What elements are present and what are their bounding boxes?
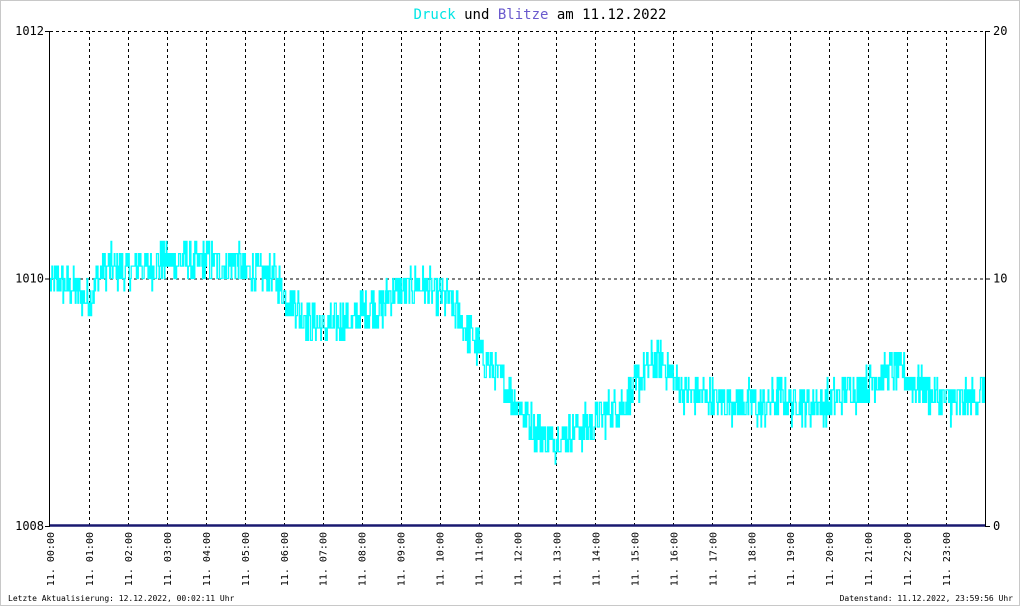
chart-title-part-3: am 11.12.2022 xyxy=(548,7,666,23)
x-tick-label-17: 11. 17:00 xyxy=(708,532,719,586)
y-right-tick-label-0: 0 xyxy=(993,519,1000,533)
x-tick-label-18: 11. 18:00 xyxy=(747,532,758,586)
x-tick-label-0: 11. 00:00 xyxy=(46,532,57,586)
x-tick-label-22: 11. 22:00 xyxy=(903,532,914,586)
x-tick-label-15: 11. 15:00 xyxy=(630,532,641,586)
x-tick-label-2: 11. 02:00 xyxy=(124,532,135,586)
x-tick-label-16: 11. 16:00 xyxy=(669,532,680,586)
x-tick-label-13: 11. 13:00 xyxy=(553,532,564,586)
footer-right: Datenstand: 11.12.2022, 23:59:56 Uhr xyxy=(840,594,1014,603)
x-tick-label-14: 11. 14:00 xyxy=(591,532,602,586)
x-tick-label-12: 11. 12:00 xyxy=(514,532,525,586)
chart-title-part-2: Blitze xyxy=(498,7,549,23)
y-left-tick-label-1: 1010 xyxy=(15,272,44,286)
x-tick-label-19: 11. 19:00 xyxy=(786,532,797,586)
x-tick-label-6: 11. 06:00 xyxy=(280,532,291,586)
x-tick-label-1: 11. 01:00 xyxy=(85,532,96,586)
chart-title: Druck und Blitze am 11.12.2022 xyxy=(414,7,667,23)
series-line-druck xyxy=(49,240,986,465)
chart-title-part-1: und xyxy=(456,7,498,23)
series-layer xyxy=(49,240,986,527)
y-left-tick-label-2: 1012 xyxy=(15,24,44,38)
tick-label-layer: 1008 1010 1012 0 10 20 11. 00:00 11. 01:00 11. 0… xyxy=(15,24,1007,586)
x-tick-label-9: 11. 09:00 xyxy=(397,532,408,586)
footer-left: Letzte Aktualisierung: 12.12.2022, 00:02… xyxy=(8,594,235,603)
x-tick-label-10: 11. 10:00 xyxy=(436,532,447,586)
axis-layer xyxy=(49,31,986,527)
x-tick-label-20: 11. 20:00 xyxy=(825,532,836,586)
x-tick-label-8: 11. 08:00 xyxy=(358,532,369,586)
chart-title-part-0: Druck xyxy=(414,7,457,23)
x-tick-label-5: 11. 05:00 xyxy=(241,532,252,586)
x-tick-label-11: 11. 11:00 xyxy=(475,532,486,586)
x-tick-label-23: 11. 23:00 xyxy=(942,532,953,586)
x-tick-label-7: 11. 07:00 xyxy=(319,532,330,586)
y-right-tick-label-1: 10 xyxy=(993,272,1007,286)
y-right-tick-label-2: 20 xyxy=(993,24,1007,38)
x-tick-label-3: 11. 03:00 xyxy=(163,532,174,586)
x-tick-label-21: 11. 21:00 xyxy=(864,532,875,586)
y-left-tick-label-0: 1008 xyxy=(15,519,44,533)
x-tick-label-4: 11. 04:00 xyxy=(202,532,213,586)
